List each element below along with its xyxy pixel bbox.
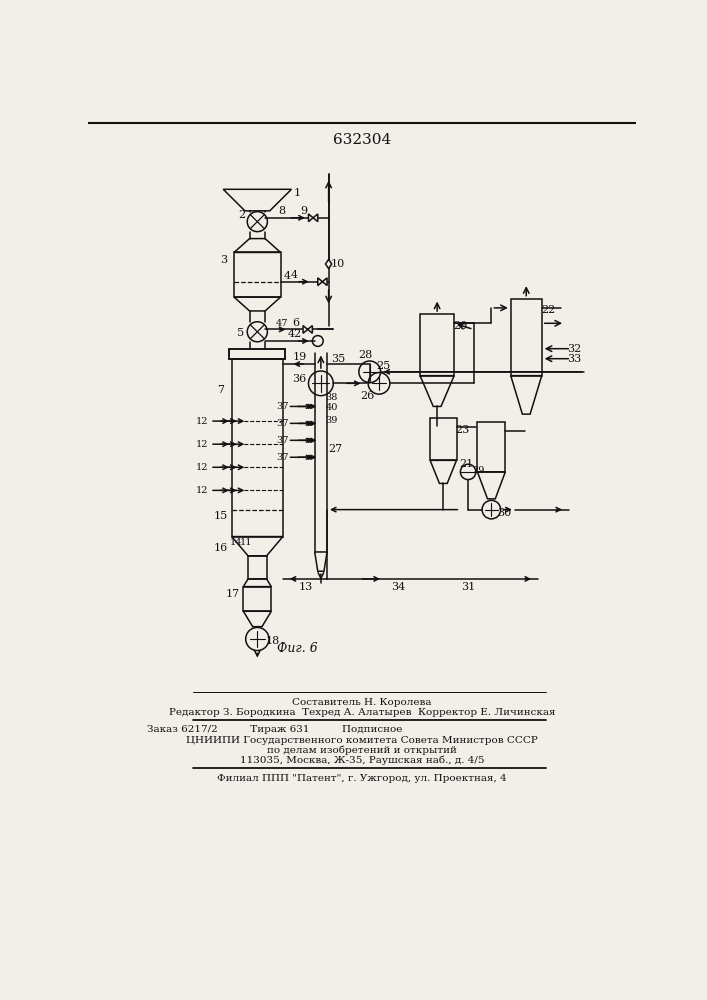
Polygon shape [313,214,317,222]
Text: 34: 34 [391,582,406,592]
Text: 16: 16 [214,543,228,553]
Text: 28: 28 [358,350,373,360]
Text: 22: 22 [541,305,555,315]
Text: 9: 9 [300,206,308,216]
Bar [477,422,506,472]
Text: 17: 17 [226,589,240,599]
Text: 3: 3 [220,255,227,265]
Text: 632304: 632304 [333,133,391,147]
Text: 37: 37 [276,402,288,411]
Text: 32: 32 [567,344,581,354]
Text: 6: 6 [293,318,300,328]
Text: 36: 36 [292,374,306,384]
Text: 31: 31 [461,582,475,592]
Text: 12: 12 [196,417,209,426]
Text: Редактор З. Бородкина  Техред А. Алатырев  Корректор Е. Личинская: Редактор З. Бородкина Техред А. Алатырев… [169,708,555,717]
Text: 7: 7 [217,385,224,395]
Text: 13: 13 [299,582,313,592]
Text: 38: 38 [325,393,338,402]
Polygon shape [322,278,327,286]
Bar [248,556,267,579]
Text: 19: 19 [293,352,307,362]
Bar [420,314,454,376]
Bar [510,299,542,376]
Bar [232,359,283,537]
Text: 10: 10 [331,259,345,269]
Text: 8: 8 [279,206,286,216]
Text: Филиал ППП "Патент", г. Ужгород, ул. Проектная, 4: Филиал ППП "Патент", г. Ужгород, ул. Про… [217,774,507,783]
Text: 25: 25 [375,361,390,371]
Text: 23: 23 [455,425,469,435]
Bar [230,349,285,359]
Text: 33: 33 [567,354,581,364]
Text: 27: 27 [328,444,342,454]
Text: 2: 2 [238,210,245,220]
Text: 35: 35 [331,354,345,364]
Polygon shape [303,326,308,333]
Text: 12: 12 [196,440,209,449]
Text: 30: 30 [496,508,511,518]
Text: 12: 12 [196,463,209,472]
Bar [430,418,457,460]
Text: 37: 37 [276,453,288,462]
Polygon shape [308,326,312,333]
Text: 14: 14 [229,538,242,547]
Text: 11: 11 [240,538,252,547]
Text: 4: 4 [284,271,291,281]
Text: ЦНИИПИ Государственного комитета Совета Министров СССР: ЦНИИПИ Государственного комитета Совета … [186,736,538,745]
Text: 18: 18 [266,636,280,646]
Text: 26: 26 [361,391,375,401]
Text: 21: 21 [460,459,474,469]
Bar [243,587,271,611]
Text: 4: 4 [291,270,298,280]
Text: 5: 5 [237,328,244,338]
Text: 20: 20 [453,321,467,331]
Text: 29: 29 [473,466,485,475]
Text: 42: 42 [288,329,302,339]
Text: 37: 37 [276,436,288,445]
Text: 113035, Москва, Ж-35, Раушская наб., д. 4/5: 113035, Москва, Ж-35, Раушская наб., д. … [240,756,484,765]
Text: Заказ 6217/2          Тираж 631          Подписное: Заказ 6217/2 Тираж 631 Подписное [146,725,402,734]
Text: 39: 39 [325,416,338,425]
Polygon shape [325,259,332,269]
Polygon shape [317,278,322,286]
Bar [234,252,281,297]
Text: 40: 40 [325,403,338,412]
Text: Фиг. 6: Фиг. 6 [277,642,318,655]
Polygon shape [308,214,313,222]
Text: 47: 47 [276,319,288,328]
Text: 37: 37 [276,419,288,428]
Text: Составитель Н. Королева: Составитель Н. Королева [292,698,432,707]
Text: 1: 1 [294,188,301,198]
Text: по делам изобретений и открытий: по делам изобретений и открытий [267,746,457,755]
Text: 12: 12 [196,486,209,495]
Text: 15: 15 [214,511,228,521]
